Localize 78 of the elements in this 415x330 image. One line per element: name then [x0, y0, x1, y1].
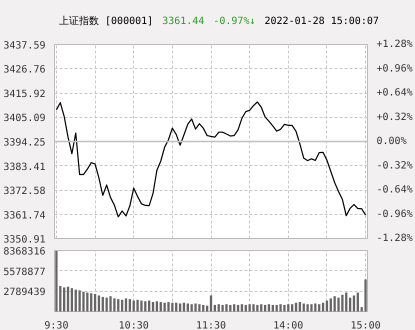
bar: [229, 304, 232, 312]
y-tick-label: 8368316: [3, 246, 46, 258]
bar: [171, 302, 174, 312]
bar: [345, 292, 348, 312]
y-tick-label: 3394.25: [3, 138, 46, 148]
y2-tick-label: +0.96%: [376, 63, 413, 74]
y-tick-label: 2789439: [3, 287, 46, 298]
bar: [63, 287, 66, 312]
bar: [333, 296, 336, 312]
bar: [78, 290, 81, 312]
bar: [276, 304, 278, 312]
bar: [163, 302, 166, 312]
y-tick-label: 3383.41: [3, 162, 46, 173]
bar: [264, 304, 266, 312]
bar: [113, 298, 116, 312]
bar: [186, 303, 189, 312]
bar: [287, 304, 290, 312]
text: -0.97%↓: [213, 16, 256, 27]
y-tick-label: 3405.09: [3, 113, 46, 124]
y2-tick-label: 0.00%: [376, 136, 407, 147]
y2-tick-label: -0.32%: [376, 160, 413, 172]
y-tick-label: 5578877: [3, 266, 46, 278]
text: 2022-01-28 15:00:07: [264, 16, 379, 27]
bar: [290, 304, 294, 312]
bar: [106, 298, 108, 312]
bar: [318, 304, 320, 312]
bar: [86, 292, 89, 312]
y-tick-label: 3361.74: [3, 210, 46, 222]
chart-title: 上证指数 [000001]: [59, 16, 154, 27]
bar: [248, 304, 251, 312]
y2-tick-label: -0.96%: [376, 208, 413, 220]
y-tick-label: 3415.92: [3, 89, 46, 100]
bar: [198, 304, 201, 312]
bar: [302, 303, 305, 312]
bar: [356, 292, 359, 312]
bar: [298, 302, 302, 312]
bar: [117, 299, 120, 312]
bar: [70, 288, 74, 312]
bar: [128, 299, 132, 312]
y2-tick-label: -0.64%: [376, 184, 413, 196]
y-tick-label: 3426.76: [3, 64, 46, 76]
bar: [244, 304, 247, 312]
x-tick-label: 10:30: [118, 320, 149, 330]
bar: [144, 301, 146, 312]
bar: [120, 300, 124, 312]
text: 3361.44: [162, 16, 204, 27]
bar: [175, 302, 178, 312]
bar: [272, 304, 274, 312]
bar: [148, 300, 150, 312]
y2-tick-label: -1.28%: [376, 233, 413, 244]
bar: [160, 302, 162, 312]
bar: [341, 294, 344, 312]
x-tick-label: 14:00: [273, 320, 304, 330]
bar: [74, 290, 77, 312]
bar: [156, 301, 158, 312]
bar: [102, 296, 104, 312]
bar: [190, 304, 193, 312]
bar: [218, 304, 220, 312]
y-tick-label: 3372.58: [3, 186, 46, 197]
y2-tick-label: +1.28%: [376, 39, 413, 50]
bar: [132, 300, 135, 312]
bar: [306, 304, 309, 312]
y-tick-label: 3437.59: [3, 40, 46, 52]
bar: [202, 304, 204, 312]
x-tick-label: 15:00: [350, 320, 381, 330]
y2-tick-label: +0.32%: [376, 112, 413, 123]
bar: [314, 303, 316, 312]
x-tick-label: 11:30: [196, 320, 226, 330]
bar: [233, 304, 236, 312]
line-series: [56, 101, 366, 218]
bar: [221, 304, 224, 312]
y2-tick-label: +0.64%: [376, 88, 413, 98]
bar: [90, 293, 92, 312]
bar: [330, 298, 332, 312]
y-tick-label: 3350.91: [3, 234, 46, 246]
x-tick-label: 9:30: [44, 320, 68, 330]
bar: [260, 304, 262, 312]
bar: [256, 304, 259, 312]
